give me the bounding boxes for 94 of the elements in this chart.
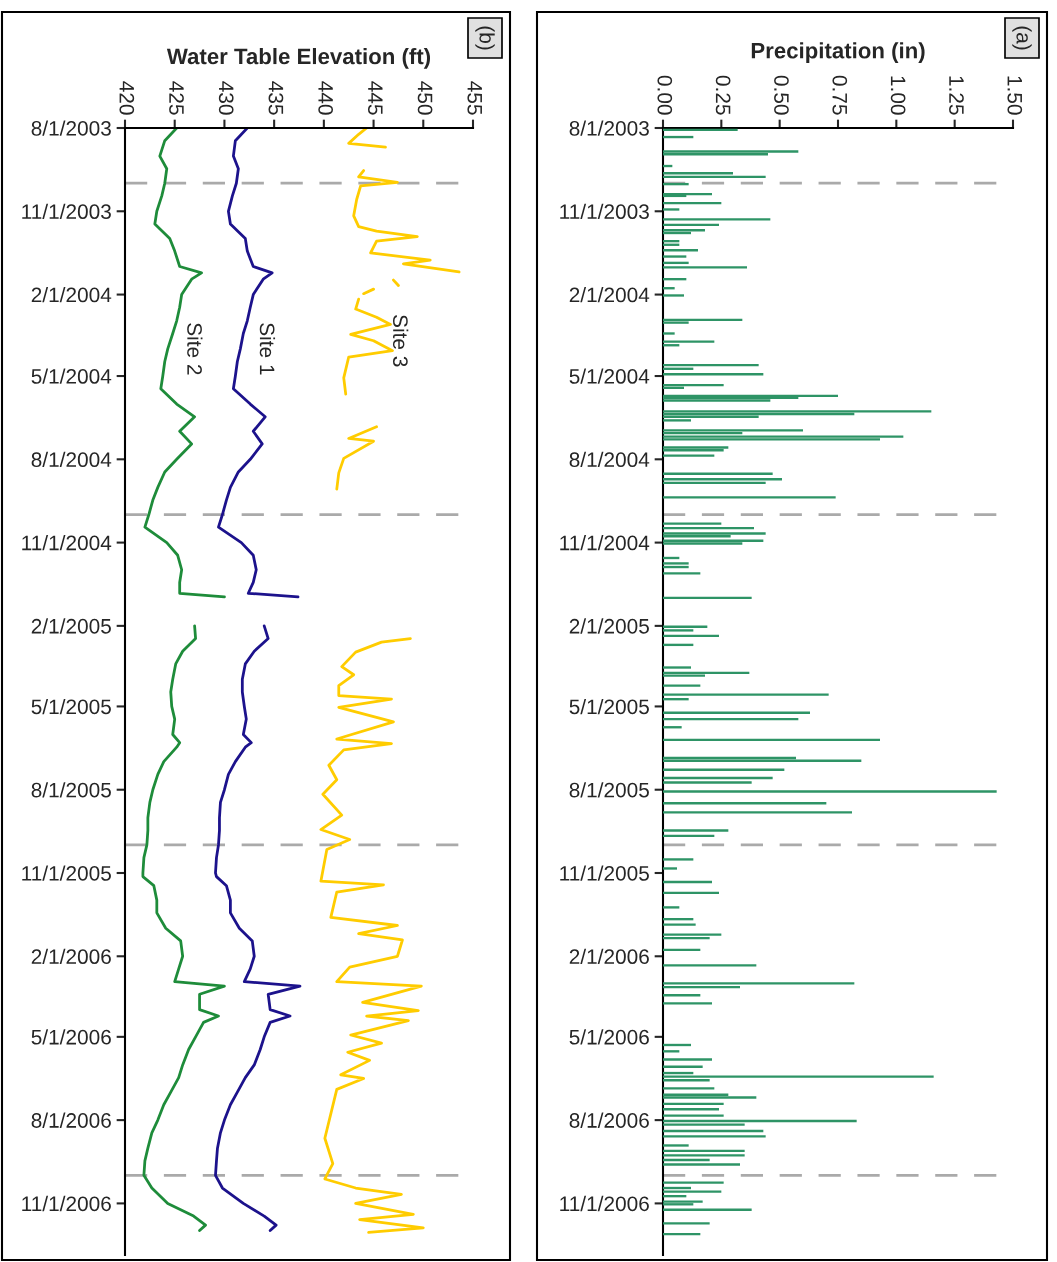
y-tick-label: 2/1/2005 — [569, 618, 649, 634]
bar — [663, 964, 757, 967]
y-tick-label: 5/1/2004 — [31, 368, 112, 384]
bar — [663, 410, 932, 413]
x-tick-label: 425 — [169, 81, 184, 115]
bar — [663, 1096, 757, 1099]
y-tick-label: 5/1/2006 — [569, 1029, 649, 1045]
bar — [663, 1002, 712, 1005]
bar — [663, 1087, 715, 1090]
y-tick-label: 8/1/2003 — [569, 120, 649, 136]
y-tick-label: 8/1/2005 — [569, 782, 649, 798]
bar — [663, 1154, 745, 1157]
bar — [663, 867, 677, 870]
bar — [663, 829, 729, 832]
y-tick-label: 5/1/2005 — [569, 698, 649, 715]
y-tick-label: 8/1/2006 — [569, 1112, 649, 1128]
bar — [663, 1050, 680, 1053]
bar — [663, 429, 803, 432]
text: Site 3 — [392, 315, 409, 367]
bar — [663, 266, 747, 269]
bar — [663, 781, 752, 784]
bar — [663, 666, 691, 669]
bar — [663, 906, 680, 909]
x-tick-label: 420 — [119, 81, 135, 115]
y-tick-label: 5/1/2005 — [31, 698, 111, 715]
x-tick-label: 435 — [268, 81, 284, 115]
x-tick-label: 1.00 — [890, 76, 906, 115]
y-tick-label: 2/1/2005 — [31, 618, 111, 634]
bar — [663, 811, 852, 814]
y-tick-label: 11/1/2003 — [560, 203, 649, 220]
bar — [663, 332, 675, 335]
y-tick-label: 8/1/2004 — [569, 451, 650, 468]
bar — [663, 933, 722, 936]
x-tick-label: 445 — [367, 81, 383, 115]
x-tick-label: 0.75 — [832, 75, 848, 115]
bar — [663, 572, 701, 575]
y-tick-label: 5/1/2006 — [31, 1029, 111, 1045]
y-tick-label: 5/1/2004 — [569, 368, 650, 384]
bar — [663, 923, 696, 926]
y-tick-label: 11/1/2005 — [22, 865, 111, 881]
bar — [663, 1058, 712, 1061]
x-tick-label: 0.50 — [774, 75, 789, 115]
x-axis-title: Precipitation (in) — [751, 42, 925, 63]
bar — [663, 522, 722, 525]
x-tick-label: 430 — [218, 81, 234, 115]
text: (b) — [475, 26, 495, 50]
bar — [663, 684, 701, 687]
bar — [663, 1144, 689, 1147]
y-tick-label: 8/1/2005 — [31, 782, 111, 798]
y-tick-label: 11/1/2005 — [560, 865, 649, 881]
bar — [663, 562, 689, 565]
bar — [663, 150, 799, 153]
x-tick-label: 450 — [417, 81, 433, 115]
bar — [663, 982, 855, 985]
bar — [663, 255, 687, 258]
x-tick-label: 0.00 — [657, 75, 673, 115]
y-tick-label: 11/1/2004 — [22, 535, 112, 551]
y-tick-label: 11/1/2004 — [560, 535, 650, 551]
x-tick-label: 1.25 — [949, 76, 964, 115]
y-tick-label: 2/1/2004 — [31, 287, 112, 303]
bar — [663, 446, 729, 449]
bar — [663, 532, 766, 535]
y-tick-label: 8/1/2003 — [31, 120, 111, 136]
bar — [663, 1075, 934, 1078]
bar — [663, 496, 836, 499]
bar — [663, 1190, 722, 1193]
y-tick-label: 8/1/2004 — [31, 451, 112, 468]
bar — [663, 693, 829, 696]
text: (a) — [1012, 26, 1032, 50]
text: Site 1 — [259, 323, 276, 375]
y-tick-label: 2/1/2006 — [31, 948, 111, 965]
bar — [663, 340, 715, 343]
bar — [663, 1163, 740, 1166]
x-tick-label: 0.25 — [715, 75, 731, 115]
x-tick-label: 455 — [467, 81, 482, 115]
bar — [663, 1200, 703, 1203]
bar — [663, 858, 694, 861]
y-tick-label: 11/1/2003 — [22, 203, 111, 220]
bar — [663, 1135, 766, 1138]
bar — [663, 790, 997, 793]
text: Site 2 — [187, 323, 203, 375]
x-tick-label: 1.50 — [1007, 76, 1023, 115]
x-axis-title: Water Table Elevation (ft) — [166, 47, 431, 69]
y-tick-label: 2/1/2006 — [569, 948, 649, 965]
bar — [663, 294, 684, 297]
bar — [663, 208, 680, 211]
y-tick-label: 8/1/2006 — [31, 1112, 111, 1128]
y-tick-label: 11/1/2006 — [22, 1195, 111, 1212]
bar — [663, 218, 771, 221]
x-tick-label: 440 — [318, 81, 334, 115]
bar — [663, 1181, 724, 1184]
y-tick-label: 2/1/2004 — [569, 287, 650, 303]
y-tick-label: 11/1/2006 — [560, 1195, 649, 1212]
bar — [663, 1114, 724, 1117]
